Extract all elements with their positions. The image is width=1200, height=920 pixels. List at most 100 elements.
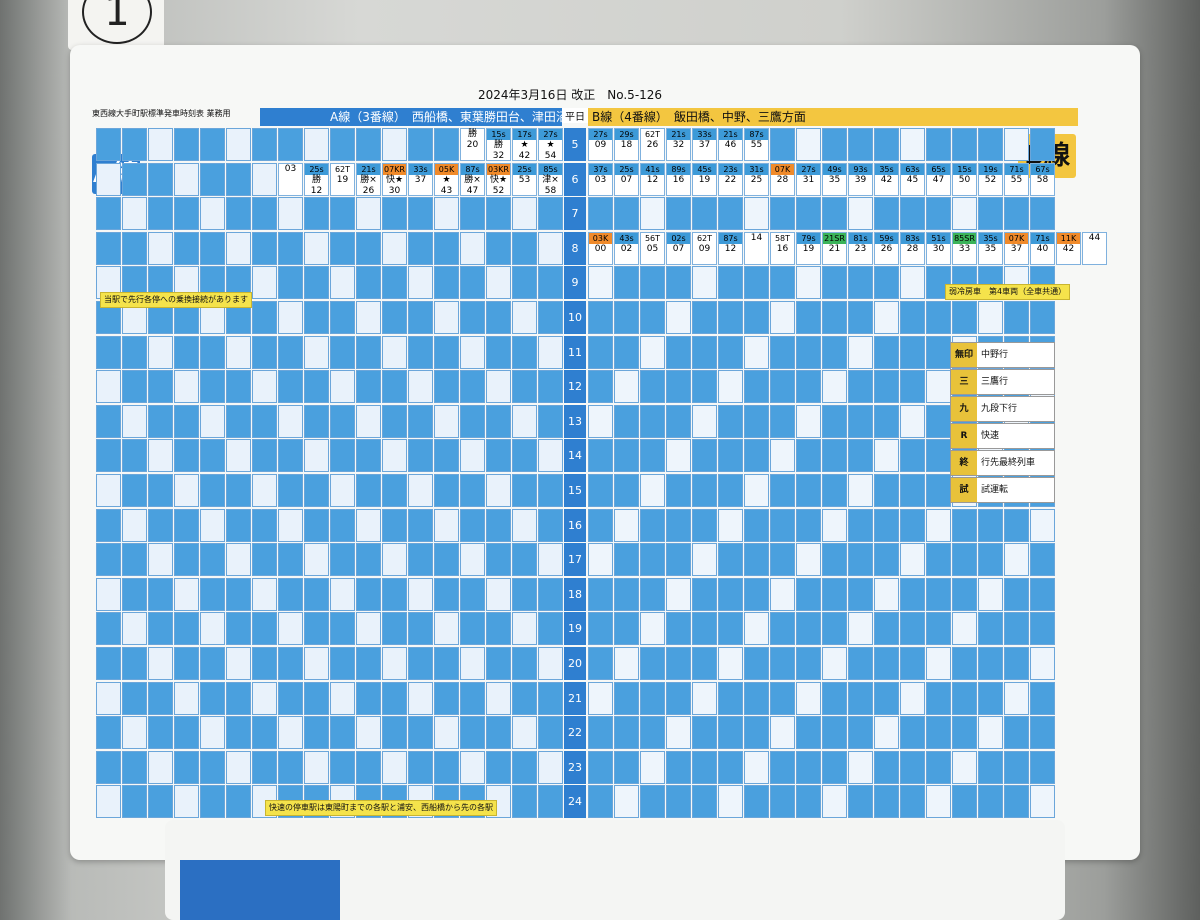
cell-bg [460,612,485,646]
cell-bg [692,577,717,611]
departure-train: 49s [823,163,846,175]
cell-bg [744,612,769,646]
cell-bg [874,785,899,819]
departure-train: 05K [435,163,458,175]
cell-bg [952,681,977,715]
cell-bg [122,508,147,542]
departure: 03KR 快★ 52 [486,162,511,196]
cell-bg [848,716,873,750]
cell-bg [382,647,407,680]
legend-mark: 終 [951,451,977,475]
legend-entry: 三三鷹行 [950,369,1055,395]
departure-train: 35s [875,163,898,175]
cell-bg [770,404,795,438]
cell-bg [718,785,743,819]
departure-min: 32 [672,140,685,150]
cell-bg [796,750,821,784]
cell-bg [200,543,225,577]
hour-label: 21 [564,681,586,715]
cell-bg [382,370,407,404]
legend-mark: 三 [951,370,977,394]
cell-bg [614,647,639,680]
departure-train: 25s [513,163,536,175]
departure-mark: 快★ [489,174,508,185]
cell-bg [848,577,873,611]
cell-bg [460,508,485,542]
departure-min: 44 [1088,232,1101,243]
cell-bg [408,404,433,438]
cell-bg [382,508,407,542]
cell-bg [538,266,563,300]
legend-label: 快速 [981,431,1000,441]
cell-bg [900,543,925,577]
cell-bg [900,785,925,819]
cell-bg [952,543,977,577]
cell-bg [588,439,613,473]
departure-mark: ★ [546,140,555,150]
departure-train: 03K [589,232,612,244]
cell-bg [330,266,355,300]
cell-bg [718,266,743,300]
cell-bg [666,508,691,542]
cell-bg [926,750,951,784]
departure-min: 30 [388,185,401,196]
cell-bg [382,301,407,334]
departure: 62T 19 [330,162,355,196]
departure-train: 23s [719,163,742,175]
cell-bg [1004,681,1029,715]
legend-mark: 九 [951,397,977,421]
departure: 85s 津× 58 [538,162,563,196]
cell-bg [718,508,743,542]
departure-train: 79s [797,232,820,244]
cell-bg [796,577,821,611]
cell-bg [304,231,329,265]
cell-bg [512,404,537,438]
cell-bg [460,370,485,404]
departure-min: 32 [492,151,505,161]
departure-min: 26 [646,140,659,150]
cell-bg [304,301,329,334]
cell-bg [278,681,303,715]
cell-bg [874,612,899,646]
cell-bg [770,543,795,577]
cell-bg [122,370,147,404]
cell-bg [718,543,743,577]
cell-bg [538,543,563,577]
cell-bg [200,439,225,473]
cell-bg [226,474,251,507]
departure: 33s 37 [692,128,717,161]
cell-bg [486,647,511,680]
hour-label: 14 [564,439,586,473]
cell-bg [226,370,251,404]
departure-train: 27s [539,129,562,140]
cell-bg [692,716,717,750]
departure-min: 37 [698,140,711,150]
cell-bg [122,681,147,715]
cell-bg [148,474,173,507]
hour-label: 7 [564,197,586,231]
cell-bg [408,301,433,334]
cell-bg [278,716,303,750]
cell-bg [408,439,433,473]
cell-bg [226,681,251,715]
hour-label: 13 [564,404,586,438]
cell-bg [614,335,639,369]
cell-bg [148,716,173,750]
cell-bg [1004,785,1029,819]
departure-mark: 勝× [360,174,377,185]
cell-bg [640,716,665,750]
cell-bg [486,404,511,438]
note: 当駅で先行各停への乗換接続があります [100,292,252,308]
cell-bg [434,128,459,161]
departure-train: 33s [409,163,432,175]
cell-bg [226,439,251,473]
cell-bg [486,370,511,404]
cell-bg [640,404,665,438]
departure-min: 07 [620,174,633,185]
cell-bg [1030,785,1055,819]
cell-bg [278,301,303,334]
departure-mark: 勝 [467,129,477,139]
cell-bg [770,301,795,334]
cell-bg [434,266,459,300]
cell-bg [434,231,459,265]
